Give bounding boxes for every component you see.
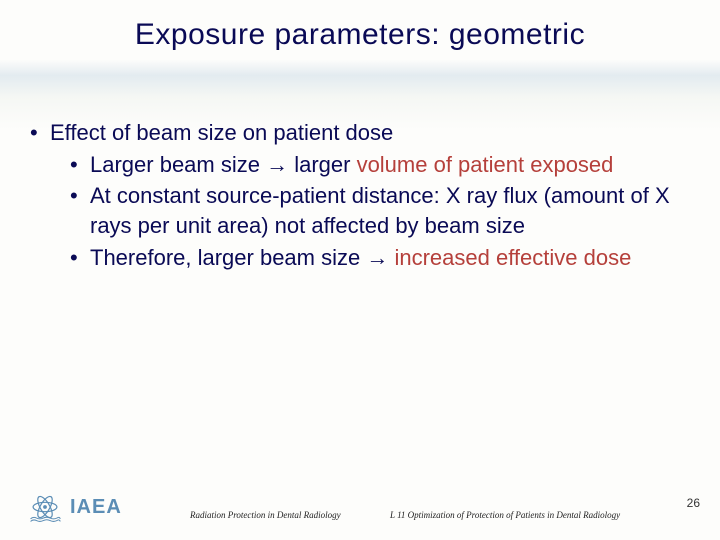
footer-text-right: L 11 Optimization of Protection of Patie… [390, 510, 620, 520]
slide-title: Exposure parameters: geometric [0, 18, 720, 52]
content-area: Effect of beam size on patient dose Larg… [28, 118, 692, 274]
bullet-level2: Therefore, larger beam size → increased … [28, 243, 692, 273]
bullet-text: Therefore, larger beam size → [90, 245, 394, 270]
atom-icon [28, 490, 62, 524]
bullet-level1: Effect of beam size on patient dose [28, 118, 692, 148]
iaea-logo: IAEA [28, 490, 122, 524]
footer-text-left: Radiation Protection in Dental Radiology [190, 510, 341, 520]
highlight-text: increased effective dose [394, 245, 631, 270]
bullet-level2: At constant source-patient distance: X r… [28, 181, 692, 240]
logo-text: IAEA [70, 496, 122, 519]
highlight-text: volume of patient exposed [357, 152, 614, 177]
footer: IAEA Radiation Protection in Dental Radi… [0, 480, 720, 524]
bullet-text: Larger beam size → larger [90, 152, 357, 177]
page-number: 26 [687, 496, 700, 510]
bullet-level2: Larger beam size → larger volume of pati… [28, 150, 692, 180]
